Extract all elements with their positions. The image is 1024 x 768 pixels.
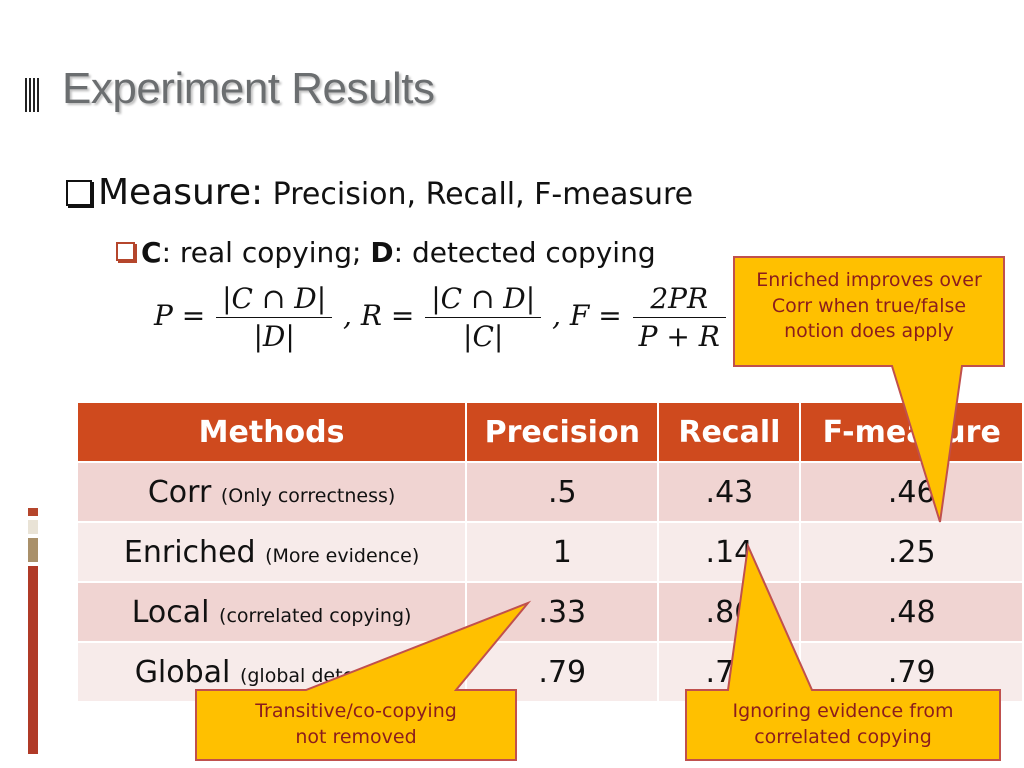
recall-cell: .43 bbox=[657, 461, 802, 523]
decor-bar-main bbox=[28, 566, 38, 754]
callout-line: notion does apply bbox=[784, 320, 954, 343]
measure-text: Precision, Recall, F-measure bbox=[263, 177, 694, 212]
decor-bar-top bbox=[28, 508, 38, 516]
method-cell: Enriched (More evidence) bbox=[75, 521, 468, 583]
d-definition: : detected copying bbox=[393, 236, 656, 269]
measure-label: Measure: bbox=[98, 172, 264, 213]
callout-transitive: Transitive/co-copying not removed bbox=[196, 699, 516, 750]
fmeasure-cell: .48 bbox=[799, 581, 1024, 643]
precision-lhs: P = bbox=[154, 299, 206, 332]
c-label: C bbox=[141, 236, 162, 269]
formula: P = |C ∩ D| |D| , R = |C ∩ D| |C| , F = … bbox=[154, 282, 728, 353]
callout-enriched: Enriched improves over Corr when true/fa… bbox=[734, 268, 1004, 345]
definition-bullet: C: real copying; D: detected copying bbox=[116, 236, 656, 269]
decor-bar-tan bbox=[28, 538, 38, 562]
recall-cell: .14 bbox=[657, 521, 802, 583]
callout-line: Corr when true/false bbox=[771, 294, 967, 317]
method-name: Enriched bbox=[123, 534, 256, 570]
callout-enriched-shape bbox=[733, 256, 1005, 523]
callout-transitive-shape bbox=[195, 600, 532, 761]
fmeasure-cell: .46 bbox=[799, 461, 1024, 523]
header-methods: Methods bbox=[75, 401, 468, 463]
recall-denominator: C bbox=[472, 320, 494, 353]
precision-denominator: D bbox=[262, 320, 286, 353]
precision-numerator: C ∩ D bbox=[231, 282, 317, 315]
c-definition: : real copying; bbox=[161, 236, 371, 269]
checkbox-bullet-icon bbox=[66, 180, 92, 206]
callout-line: Ignoring evidence from bbox=[732, 700, 954, 722]
fmeasure-fraction: 2PR P + R bbox=[632, 282, 726, 353]
table-row: Enriched (More evidence) 1 .14 .25 bbox=[75, 521, 1024, 583]
method-note: (Only correctness) bbox=[220, 484, 396, 507]
fmeasure-denominator: P + R bbox=[632, 317, 726, 353]
precision-fraction: |C ∩ D| |D| bbox=[216, 282, 333, 353]
slide-title: Experiment Results bbox=[62, 64, 435, 113]
fmeasure-numerator: 2PR bbox=[650, 282, 709, 315]
checkbox-bullet-icon bbox=[116, 242, 135, 261]
table-row: Local (correlated copying) .33 .86 .48 bbox=[75, 581, 1024, 643]
table-row: Corr (Only correctness) .5 .43 .46 bbox=[75, 461, 1024, 523]
callout-line: correlated copying bbox=[754, 725, 932, 748]
method-name: Corr bbox=[147, 474, 212, 510]
precision-cell: 1 bbox=[465, 521, 660, 583]
header-recall: Recall bbox=[657, 401, 802, 463]
header-precision: Precision bbox=[465, 401, 660, 463]
recall-fraction: |C ∩ D| |C| bbox=[425, 282, 542, 353]
callout-line: Transitive/co-copying bbox=[255, 700, 457, 722]
method-name: Global bbox=[134, 654, 231, 690]
title-marker-icon bbox=[25, 78, 39, 112]
fmeasure-lhs: , F = bbox=[552, 299, 622, 332]
precision-cell: .5 bbox=[465, 461, 660, 523]
callout-ignoring: Ignoring evidence from correlated copyin… bbox=[686, 699, 1000, 750]
fmeasure-cell: .25 bbox=[799, 521, 1024, 583]
method-note: (correlated copying) bbox=[219, 604, 412, 627]
callout-ignoring-shape bbox=[685, 542, 1001, 761]
recall-lhs: , R = bbox=[343, 299, 415, 332]
method-note: (More evidence) bbox=[265, 544, 420, 567]
measure-bullet: Measure: Precision, Recall, F-measure bbox=[66, 172, 693, 213]
callout-line: Enriched improves over bbox=[756, 269, 982, 291]
recall-numerator: C ∩ D bbox=[440, 282, 526, 315]
method-name: Local bbox=[131, 594, 210, 630]
callout-line: not removed bbox=[295, 725, 417, 748]
d-label: D bbox=[370, 236, 394, 269]
precision-cell: .33 bbox=[465, 581, 660, 643]
method-cell: Local (correlated copying) bbox=[75, 581, 468, 643]
decor-bar-light bbox=[28, 520, 38, 534]
method-cell: Corr (Only correctness) bbox=[75, 461, 468, 523]
